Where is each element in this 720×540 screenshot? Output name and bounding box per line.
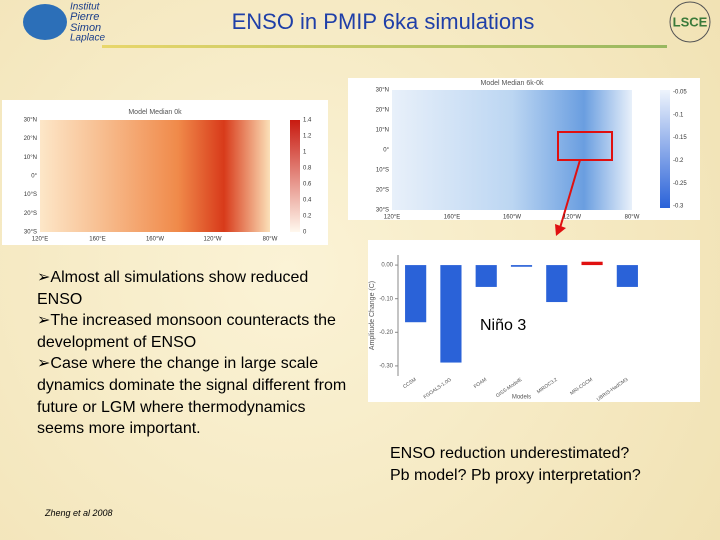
conclusion-line: ENSO reduction underestimated?	[390, 445, 630, 462]
lat-label: 0°	[383, 148, 389, 154]
arrow	[559, 159, 581, 229]
colorbar-label: 0.6	[303, 182, 312, 188]
lat-label: 30°N	[376, 88, 389, 94]
logo-text: Simon	[70, 22, 101, 34]
lon-label: 80°W	[263, 237, 278, 243]
lat-label: 10°S	[376, 168, 389, 174]
colorbar-label: 0.8	[303, 166, 312, 172]
lon-label: 120°E	[32, 237, 48, 243]
colorbar-label: -0.25	[673, 181, 687, 187]
logo-right-ring	[669, 1, 711, 43]
lat-label: 30°S	[376, 208, 389, 214]
logo-right: LSCE	[673, 14, 708, 29]
colorbar-label: -0.1	[673, 112, 684, 118]
y-axis-label: Amplitude Change (C)	[369, 281, 376, 350]
colorbar-label: 1	[303, 150, 307, 156]
y-tick-label: 0.00	[381, 263, 393, 269]
title: ENSO in PMIP 6ka simulations	[232, 9, 535, 34]
lon-label: 160°W	[503, 215, 521, 221]
logo-text: Pierre	[70, 11, 99, 23]
colorbar-label: -0.05	[673, 90, 687, 96]
bar	[510, 265, 533, 267]
lat-label: 0°	[31, 174, 37, 180]
logo-text: Institut	[70, 2, 101, 13]
lat-label: 20°N	[24, 136, 37, 142]
colorbar	[660, 90, 670, 208]
map-field	[40, 120, 270, 232]
colorbar-label: 1.4	[303, 118, 312, 124]
bar	[581, 261, 603, 266]
y-tick-label: -0.10	[379, 296, 393, 302]
colorbar-label: -0.3	[673, 204, 684, 210]
title-rule	[102, 45, 667, 48]
colorbar-label: 0.4	[303, 198, 312, 204]
lon-label: 120°W	[203, 237, 221, 243]
logo-text: Laplace	[70, 33, 105, 44]
nino3-box	[557, 131, 613, 161]
bar	[475, 265, 497, 287]
bar	[405, 265, 427, 323]
bullet: Almost all simulations show reduced ENSO	[37, 267, 349, 310]
lon-label: 120°W	[563, 215, 581, 221]
region-label: Niño 3	[480, 317, 526, 334]
lat-label: 20°S	[376, 188, 389, 194]
lat-label: 10°S	[24, 192, 37, 198]
bar	[546, 265, 568, 303]
conclusion-line: Pb model? Pb proxy interpretation?	[390, 467, 641, 484]
colorbar-label: -0.15	[673, 135, 687, 141]
bullet: Case where the change in large scale dyn…	[37, 353, 349, 439]
x-axis-label: Models	[512, 395, 531, 401]
lat-label: 10°N	[376, 128, 389, 134]
bullet: The increased monsoon counteracts the de…	[37, 310, 349, 353]
lat-label: 30°N	[24, 118, 37, 124]
lat-label: 20°N	[376, 108, 389, 114]
colorbar	[290, 120, 300, 232]
lon-label: 160°E	[89, 237, 105, 243]
lon-label: 160°E	[444, 215, 460, 221]
lon-label: 120°E	[384, 215, 400, 221]
citation: Zheng et al 2008	[45, 508, 113, 518]
conclusion: ENSO reduction underestimated? Pb model?…	[390, 443, 641, 487]
lon-label: 160°W	[146, 237, 164, 243]
lat-label: 10°N	[24, 155, 37, 161]
bullets: Almost all simulations show reduced ENSO…	[37, 267, 349, 440]
bar	[616, 265, 638, 287]
colorbar-label: 0	[303, 230, 307, 236]
map-title: Model Median 0k	[128, 109, 182, 116]
y-tick-label: -0.30	[379, 363, 393, 369]
colorbar-label: 0.2	[303, 214, 312, 220]
colorbar-label: 1.2	[303, 134, 312, 140]
lat-label: 30°S	[24, 230, 37, 236]
lat-label: 20°S	[24, 211, 37, 217]
lon-label: 80°W	[625, 215, 640, 221]
map-title: Model Median 6k-0k	[480, 80, 544, 87]
colorbar-label: -0.2	[673, 158, 684, 164]
y-tick-label: -0.20	[379, 330, 393, 336]
bar	[440, 265, 462, 363]
arrowhead	[555, 224, 566, 236]
map-field	[392, 90, 632, 210]
logo-globe	[23, 4, 67, 40]
